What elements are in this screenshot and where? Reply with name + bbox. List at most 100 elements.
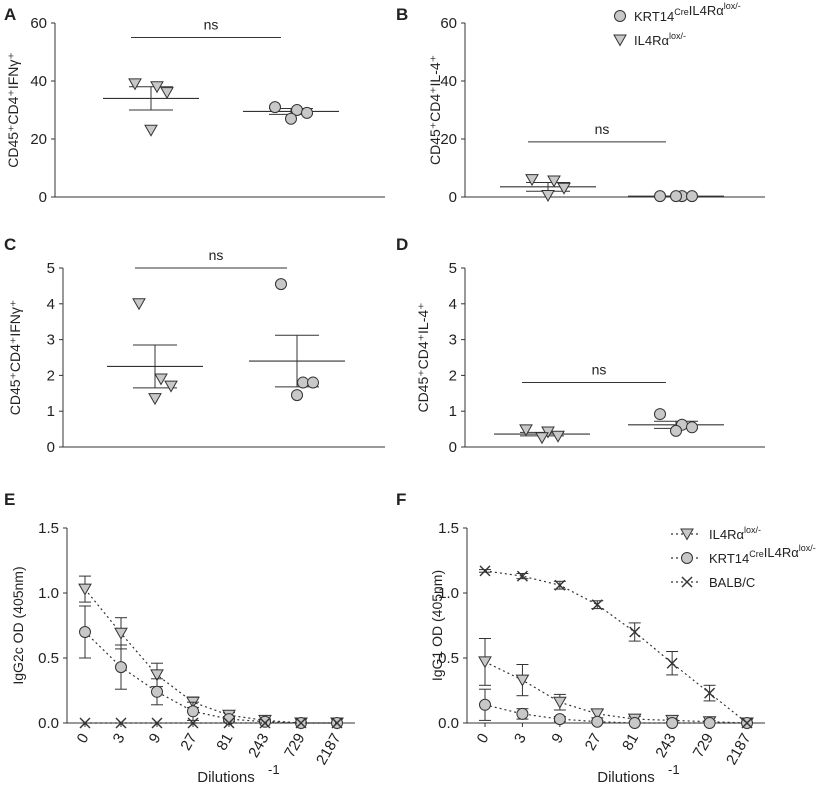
series-line	[84, 631, 337, 724]
x-tick-label: 9	[146, 731, 165, 747]
x-tick-label: 3	[110, 731, 129, 747]
data-point	[150, 81, 164, 94]
y-tick-label: 60	[30, 15, 47, 32]
data-point	[670, 190, 682, 203]
panel-letter: B	[396, 5, 408, 24]
legend-mid: IL4Rα	[764, 545, 799, 560]
legend-sup2: lox/-	[744, 525, 761, 535]
data-point	[741, 717, 753, 729]
x-tick-label: 2187	[313, 731, 344, 768]
significance-label: ns	[592, 362, 607, 378]
legend-base: KRT14	[634, 9, 674, 24]
panel-letter: F	[396, 490, 406, 509]
panel-f: F 0.0 0.5 1.0 1.5 IgG1 OD (405nm) 0 3 9 27 81 243 72…	[396, 490, 765, 786]
legend-bottom: IL4Rαlox/-KRT14CreIL4Rαlox/-BALB/C	[671, 525, 816, 590]
y-tick-label: 1	[449, 403, 457, 420]
legend-mid: IL4Rα	[709, 527, 744, 542]
data-point	[269, 101, 281, 114]
panel-letter: A	[4, 5, 16, 24]
y-tick-label: 2	[449, 367, 457, 384]
legend-sup1: Cre	[749, 549, 764, 559]
y-axis-label: CD45⁺CD4⁺IL-4⁺	[427, 55, 443, 165]
data-point	[553, 713, 566, 726]
legend-marker-circle	[614, 10, 626, 22]
y-axis-label: CD45⁺CD4⁺IFNγ⁺	[7, 300, 23, 416]
y-tick-label: 1.5	[438, 520, 459, 537]
y-tick-label: 0.0	[38, 715, 59, 732]
panel-d: D 0 1 2 3 4 5 CD45⁺CD4⁺IL-4⁺ ns	[396, 235, 765, 456]
x-tick-label: 243	[652, 731, 679, 761]
data-point	[78, 583, 92, 596]
y-tick-label: 1.0	[438, 585, 459, 602]
data-point	[557, 182, 571, 195]
data-point	[670, 424, 682, 437]
legend-base: BALB/C	[709, 575, 755, 590]
y-axis-label: CD45⁺CD4⁺IFNγ⁺	[5, 52, 21, 168]
x-stroke	[554, 579, 566, 591]
data-point	[115, 661, 127, 674]
data-point	[275, 278, 287, 291]
y-tick-label: 1.0	[38, 585, 59, 602]
legend-sup2: lox/-	[799, 543, 816, 553]
legend-mid: IL4Rα	[689, 3, 724, 18]
x-axis-label-exponent: -1	[268, 762, 280, 777]
data-point	[666, 657, 678, 669]
x-tick-label: 27	[177, 731, 200, 754]
x-axis-label: Dilutions	[597, 769, 655, 786]
data-point	[666, 717, 679, 729]
x-tick-label: 243	[245, 731, 272, 761]
data-point	[79, 717, 91, 729]
x-stroke	[223, 717, 235, 729]
x-stroke	[666, 657, 678, 669]
data-point	[628, 717, 641, 729]
data-point	[114, 627, 128, 640]
data-point	[478, 656, 492, 669]
panel-a: A 0 20 40 60 CD45⁺CD4⁺IFNγ⁺ ns	[4, 5, 385, 206]
x-tick-label: 729	[281, 731, 308, 761]
y-tick-label: 0	[39, 189, 47, 206]
legend-sup2: lox/-	[724, 1, 741, 11]
y-tick-label: 1	[47, 403, 55, 420]
x-stroke	[629, 626, 641, 638]
data-point	[686, 421, 698, 434]
legend-label: IL4Rαlox/-	[709, 525, 761, 542]
data-point	[686, 190, 698, 203]
x-tick-label: 81	[619, 731, 642, 754]
data-point	[223, 713, 235, 726]
legend-label: KRT14CreIL4Rαlox/-	[709, 543, 816, 566]
data-point	[547, 175, 561, 188]
legend-sup1: Cre	[674, 7, 689, 17]
data-point	[132, 298, 146, 311]
x-tick-label: 0	[474, 731, 493, 747]
x-stroke	[516, 570, 528, 582]
data-point	[541, 190, 555, 203]
x-stroke	[79, 717, 91, 729]
series-line	[84, 588, 337, 724]
y-axis-label: IgG2c OD (405nm)	[10, 566, 26, 684]
x-axis-label: Dilutions	[197, 769, 255, 786]
series-line	[484, 661, 748, 724]
y-tick-label: 60	[440, 15, 457, 32]
data-point	[295, 717, 307, 729]
x-stroke	[187, 717, 199, 729]
significance-label: ns	[209, 247, 224, 263]
data-point	[297, 376, 309, 389]
data-point	[151, 717, 163, 729]
y-tick-label: 0.5	[38, 650, 59, 667]
data-point	[291, 389, 303, 402]
data-point	[515, 674, 530, 687]
legend-marker-triangle	[680, 528, 694, 541]
data-point	[187, 705, 199, 718]
legend-sup2: lox/-	[669, 31, 686, 41]
data-point	[552, 696, 567, 709]
y-tick-label: 3	[449, 332, 457, 349]
y-tick-label: 0	[449, 189, 457, 206]
data-point	[525, 174, 539, 187]
y-tick-label: 0.5	[438, 650, 459, 667]
data-point	[554, 579, 566, 591]
data-point	[144, 124, 158, 137]
x-stroke	[479, 565, 491, 577]
data-point	[654, 190, 666, 203]
panel-c: C 0 1 2 3 4 5 CD45⁺CD4⁺IFNγ⁺ ns	[4, 235, 385, 456]
legend-marker-x	[681, 576, 693, 588]
